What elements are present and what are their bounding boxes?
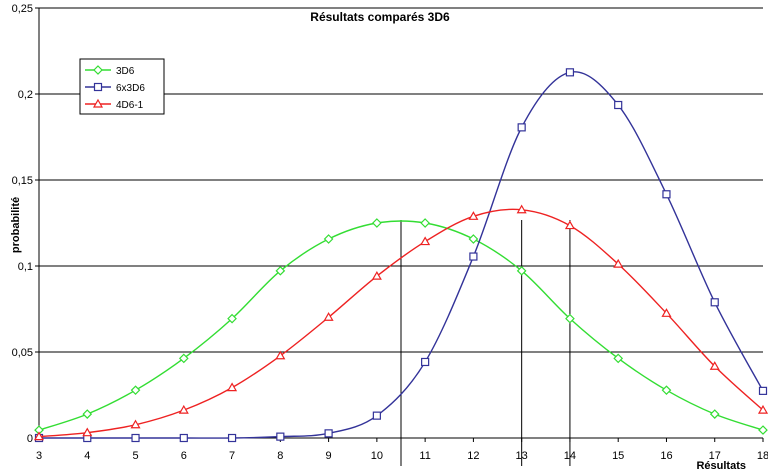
- data-point: [661, 385, 672, 396]
- x-tick-label: 12: [467, 450, 479, 462]
- x-axis-label: Résultats: [696, 460, 746, 472]
- legend-marker: [93, 82, 103, 92]
- legend-marker: [93, 65, 103, 75]
- y-tick-label: 0,2: [18, 89, 33, 101]
- data-point: [372, 218, 382, 228]
- data-point: [709, 409, 720, 419]
- x-tick-label: 5: [132, 450, 138, 462]
- data-point: [516, 265, 527, 276]
- data-point: [323, 312, 334, 321]
- x-tick-label: 8: [277, 450, 283, 462]
- y-tick-label: 0: [27, 433, 33, 445]
- data-point: [227, 382, 238, 392]
- data-point: [710, 298, 719, 307]
- data-point: [565, 313, 575, 324]
- data-point: [82, 427, 93, 437]
- series-layer: [33, 68, 768, 443]
- data-point: [323, 234, 334, 244]
- x-tick-label: 10: [371, 450, 383, 462]
- legend-label: 4D6-1: [116, 100, 144, 111]
- data-point: [420, 218, 430, 228]
- data-point: [130, 419, 141, 429]
- x-tick-label: 16: [660, 450, 672, 462]
- data-point: [82, 409, 93, 419]
- series-line: [38, 220, 764, 431]
- data-point: [421, 357, 430, 367]
- data-point: [613, 258, 624, 268]
- data-point: [420, 236, 431, 246]
- data-point: [662, 190, 671, 199]
- series-line: [38, 208, 764, 438]
- data-point: [179, 433, 188, 443]
- x-tick-label: 13: [516, 450, 528, 462]
- legend-marker: [92, 98, 104, 108]
- data-point: [517, 123, 526, 132]
- data-point: [468, 234, 479, 244]
- data-point: [130, 385, 141, 396]
- data-point: [613, 353, 624, 364]
- data-point: [709, 361, 720, 370]
- x-tick-label: 18: [757, 450, 768, 462]
- y-tick-labels: 0 0,05 0,1 0,15 0,2 0,25: [12, 3, 33, 445]
- data-point: [178, 353, 189, 364]
- data-point: [565, 68, 575, 77]
- legend-label: 6x3D6: [116, 83, 145, 94]
- data-point: [372, 411, 381, 420]
- data-point: [275, 265, 286, 276]
- x-tick-label: 11: [419, 450, 430, 462]
- data-point: [227, 313, 237, 324]
- x-tick-label: 7: [229, 450, 235, 462]
- data-point: [371, 270, 382, 280]
- series-4D6-1: [33, 204, 768, 441]
- x-tick-label: 14: [564, 450, 576, 462]
- data-point: [758, 425, 768, 435]
- data-point: [758, 386, 768, 395]
- data-point: [324, 429, 333, 438]
- data-point: [276, 432, 285, 441]
- x-tick-label: 4: [84, 450, 90, 462]
- x-tick-label: 9: [326, 450, 332, 462]
- data-point: [661, 308, 672, 317]
- y-axis-label: probabilité: [10, 197, 22, 253]
- data-point: [227, 433, 237, 443]
- x-tick-label: 3: [36, 450, 42, 462]
- data-point: [469, 252, 478, 261]
- x-tick-label: 6: [181, 450, 187, 462]
- data-point: [516, 204, 527, 214]
- x-tick-label: 15: [612, 450, 624, 462]
- y-tick-label: 0,1: [18, 261, 33, 273]
- x-tick-label: 17: [709, 450, 721, 462]
- data-point: [757, 404, 768, 414]
- series-line: [38, 71, 764, 439]
- legend-label: 3D6: [116, 66, 135, 77]
- data-point: [275, 350, 286, 360]
- data-point: [131, 433, 140, 443]
- legend: 3D6 6x3D6 4D6-1: [79, 58, 165, 115]
- reference-lines: [400, 220, 571, 466]
- y-tick-label: 0,05: [12, 347, 33, 359]
- series-3D6: [34, 218, 768, 435]
- chart-title: Résultats comparés 3D6: [310, 10, 450, 24]
- data-point: [564, 220, 575, 230]
- data-point: [614, 100, 623, 110]
- y-tick-label: 0,15: [12, 175, 33, 187]
- y-tick-label: 0,25: [12, 3, 33, 15]
- x-tick-labels: 3 4 5 6 7 8 9 10 11 12 13 14 15 16 17 18: [36, 450, 768, 462]
- data-point: [33, 431, 45, 441]
- data-point: [178, 404, 189, 414]
- data-point: [468, 211, 479, 220]
